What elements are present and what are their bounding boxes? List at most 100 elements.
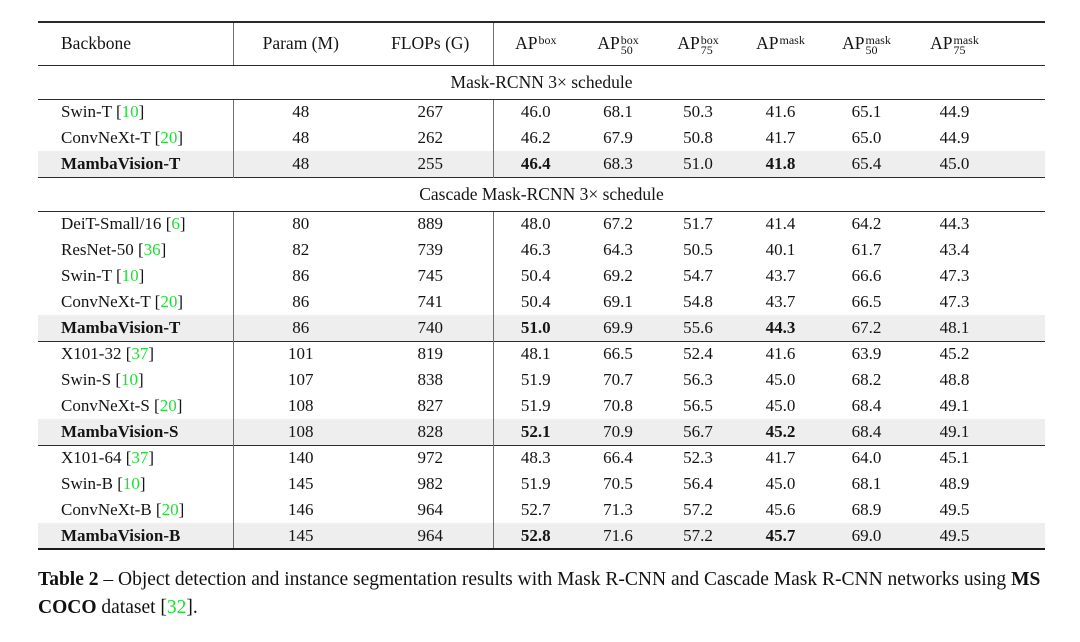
citation-link[interactable]: 10 (121, 370, 138, 389)
cell-ap-box-50: 64.3 (603, 240, 633, 259)
citation-link[interactable]: 37 (131, 448, 149, 468)
cell-flops: 819 (368, 340, 494, 367)
cell-ap-mask-75: 48.1 (939, 317, 970, 337)
section-header: Mask-RCNN 3× schedule (38, 64, 1045, 100)
ap-subscript: 50 (620, 42, 633, 57)
cell-ap-box-50: 68.3 (603, 153, 633, 173)
cell-ap-box-75: 57.2 (683, 500, 713, 519)
cell-backbone: ConvNeXt-S [20] (38, 393, 234, 419)
cell-ap-box: 46.2 (520, 128, 551, 147)
backbone-name: Swin-T (61, 266, 112, 285)
table-section: Cascade Mask-RCNN 3× schedule DeiT-Small/… (38, 176, 1045, 549)
cell-param: 107 (288, 370, 314, 389)
cell-backbone: MambaVision-T (38, 315, 234, 341)
ap-superscript: mask (953, 33, 979, 48)
cell-ap-box-50: 67.2 (603, 214, 633, 234)
cell-ap-mask: 40.1 (765, 240, 796, 259)
cell-ap-box: 46.3 (520, 240, 551, 259)
cell-ap-box: 51.9 (520, 396, 551, 415)
caption-segment: Table 2 (38, 569, 99, 590)
table-row: X101-32 [37] 101 819 48.1 66.5 52.4 41.6 63.9 45… (38, 340, 1045, 367)
cell-ap-box-50: 69.2 (603, 266, 633, 285)
backbone-name: MambaVision-B (61, 525, 181, 545)
table-caption: Table 2 – Object detection and instance … (38, 566, 1046, 623)
backbone-name: ConvNeXt-B (61, 500, 152, 519)
ap-base-label: AP (515, 32, 538, 53)
cell-ap-mask-50: 68.4 (851, 421, 882, 441)
cell-backbone: Swin-T [10] (38, 263, 234, 289)
citation-link[interactable]: 37 (131, 344, 149, 364)
cell-backbone: X101-32 [37] (38, 340, 234, 367)
citation-link[interactable]: 10 (122, 474, 140, 493)
cell-flops: 267 (368, 99, 494, 125)
cell-ap-mask: 41.4 (765, 214, 796, 234)
citation-link[interactable]: 6 (171, 214, 180, 234)
ap-subscript: 50 (865, 42, 878, 57)
cell-param: 140 (233, 444, 368, 471)
cell-backbone: Swin-T [10] (38, 99, 234, 125)
citation-link[interactable]: 36 (143, 240, 161, 259)
cell-ap-box-75: 54.8 (683, 292, 713, 311)
ap-scripts: box (538, 33, 557, 55)
cell-ap-mask-50: 67.2 (851, 317, 882, 337)
table-row: X101-64 [37] 140 972 48.3 66.4 52.3 41.7 64.0 45… (38, 444, 1045, 471)
cell-ap-mask: 45.0 (765, 396, 796, 415)
citation-link[interactable]: 32 (166, 597, 187, 619)
citation-link[interactable]: 10 (121, 102, 139, 122)
cell-param: 82 (292, 240, 310, 259)
cell-param: 86 (292, 317, 310, 337)
cell-ap-mask: 41.6 (765, 102, 796, 122)
table-section: Mask-RCNN 3× schedule Swin-T [10] 48 267 46.… (38, 64, 1045, 177)
cell-ap-box-75: 56.4 (683, 474, 713, 493)
table-row: MambaVision-S 108 828 52.1 70.9 56.7 45.2 68.4 4… (38, 419, 1045, 445)
citation-link[interactable]: 20 (160, 128, 178, 147)
cell-ap-mask-50: 64.0 (823, 444, 910, 471)
cell-backbone: ConvNeXt-T [20] (38, 289, 234, 315)
table-row: MambaVision-T 86 740 51.0 69.9 55.6 44.3 67.2 48… (38, 315, 1045, 341)
cell-ap-box: 48.3 (493, 444, 578, 471)
cell-ap-mask: 45.7 (765, 525, 796, 545)
cell-backbone: ResNet-50 [36] (38, 237, 234, 263)
cell-param: 101 (233, 340, 368, 367)
col-header-ap-box-50: AP box 50 (578, 22, 658, 66)
table-row: Swin-T [10] 86 745 50.4 69.2 54.7 43.7 66.6 47.3 (38, 263, 1045, 289)
cell-flops: 262 (368, 125, 494, 151)
col-header-ap-mask-75: AP mask 75 (910, 22, 1045, 66)
ap-superscript: mask (865, 33, 891, 48)
cell-ap-mask: 45.0 (765, 370, 796, 389)
cell-ap-mask-50: 65.4 (851, 153, 882, 173)
cell-backbone: ConvNeXt-B [20] (38, 497, 234, 523)
cell-ap-box: 46.4 (520, 153, 551, 173)
cell-backbone: Swin-B [10] (38, 471, 234, 497)
cell-ap-mask-50: 64.2 (851, 214, 882, 234)
cell-ap-box-50: 69.1 (603, 292, 633, 311)
ap-superscript: box (538, 33, 557, 48)
table-row: ConvNeXt-S [20] 108 827 51.9 70.8 56.5 45.0 68.… (38, 393, 1045, 419)
cell-flops: 828 (368, 419, 494, 445)
cell-ap-box: 52.1 (520, 421, 551, 441)
ap-scripts: mask 50 (865, 33, 891, 57)
cell-ap-mask-75: 45.1 (910, 444, 1045, 471)
cell-ap-mask-75: 44.3 (939, 214, 970, 234)
backbone-name: Swin-T (61, 102, 112, 122)
cell-param: 48 (292, 128, 310, 147)
caption-segment: MS COCO (38, 569, 1041, 619)
cell-param: 86 (292, 292, 310, 311)
cell-flops: 982 (368, 471, 494, 497)
cell-ap-box: 46.0 (520, 102, 551, 122)
table-row: ResNet-50 [36] 82 739 46.3 64.3 50.5 40.1 61.7 4… (38, 237, 1045, 263)
cell-backbone: DeiT-Small/16 [6] (38, 211, 234, 237)
backbone-name: Swin-S (61, 370, 112, 389)
cell-ap-mask-50: 68.4 (851, 396, 882, 415)
ap-superscript: box (700, 33, 719, 48)
cell-ap-mask-50: 68.2 (851, 370, 882, 389)
citation-link[interactable]: 20 (159, 396, 177, 415)
citation-link[interactable]: 20 (161, 500, 179, 519)
citation-link[interactable]: 10 (121, 266, 139, 285)
cell-ap-mask-75: 43.4 (939, 240, 970, 259)
cell-ap-mask: 41.8 (765, 153, 796, 173)
citation-link[interactable]: 20 (160, 292, 178, 311)
cell-ap-mask: 41.6 (738, 340, 823, 367)
col-header-backbone: Backbone (38, 22, 234, 66)
backbone-name: Swin-B (61, 474, 113, 493)
